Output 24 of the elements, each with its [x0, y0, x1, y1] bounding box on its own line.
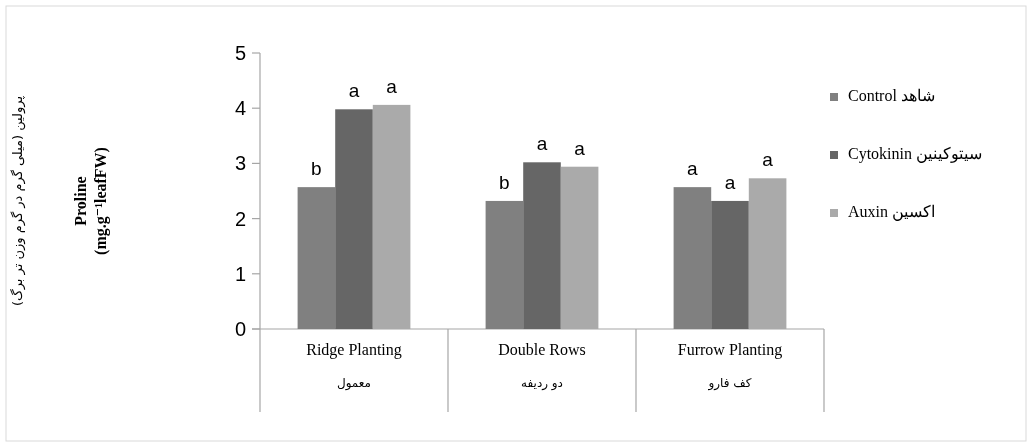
y-tick-label: 3	[234, 152, 246, 175]
y-tick-label: 0	[234, 318, 246, 340]
bar	[485, 200, 524, 329]
data-label: a	[348, 80, 360, 102]
legend-label: Auxin اکسین	[848, 203, 935, 221]
data-label: a	[724, 171, 736, 193]
bar	[335, 109, 373, 329]
data-label: b	[499, 171, 510, 193]
data-label: a	[536, 133, 548, 155]
data-label: a	[574, 137, 586, 159]
data-label: a	[687, 158, 699, 180]
data-label: a	[762, 149, 774, 171]
data-label: b	[311, 158, 322, 180]
y-tick-label: 5	[234, 42, 246, 64]
data-label: a	[386, 75, 398, 97]
bar	[297, 187, 336, 329]
legend-label: Control شاهد	[848, 87, 935, 104]
bar	[711, 200, 749, 329]
y-tick-label: 2	[234, 207, 246, 230]
y-tick-label: 4	[234, 97, 246, 120]
legend-label: Cytokinin سیتوکینین	[848, 145, 983, 163]
bar	[673, 187, 712, 329]
bar	[523, 162, 561, 329]
y-tick-label: 1	[234, 262, 246, 285]
